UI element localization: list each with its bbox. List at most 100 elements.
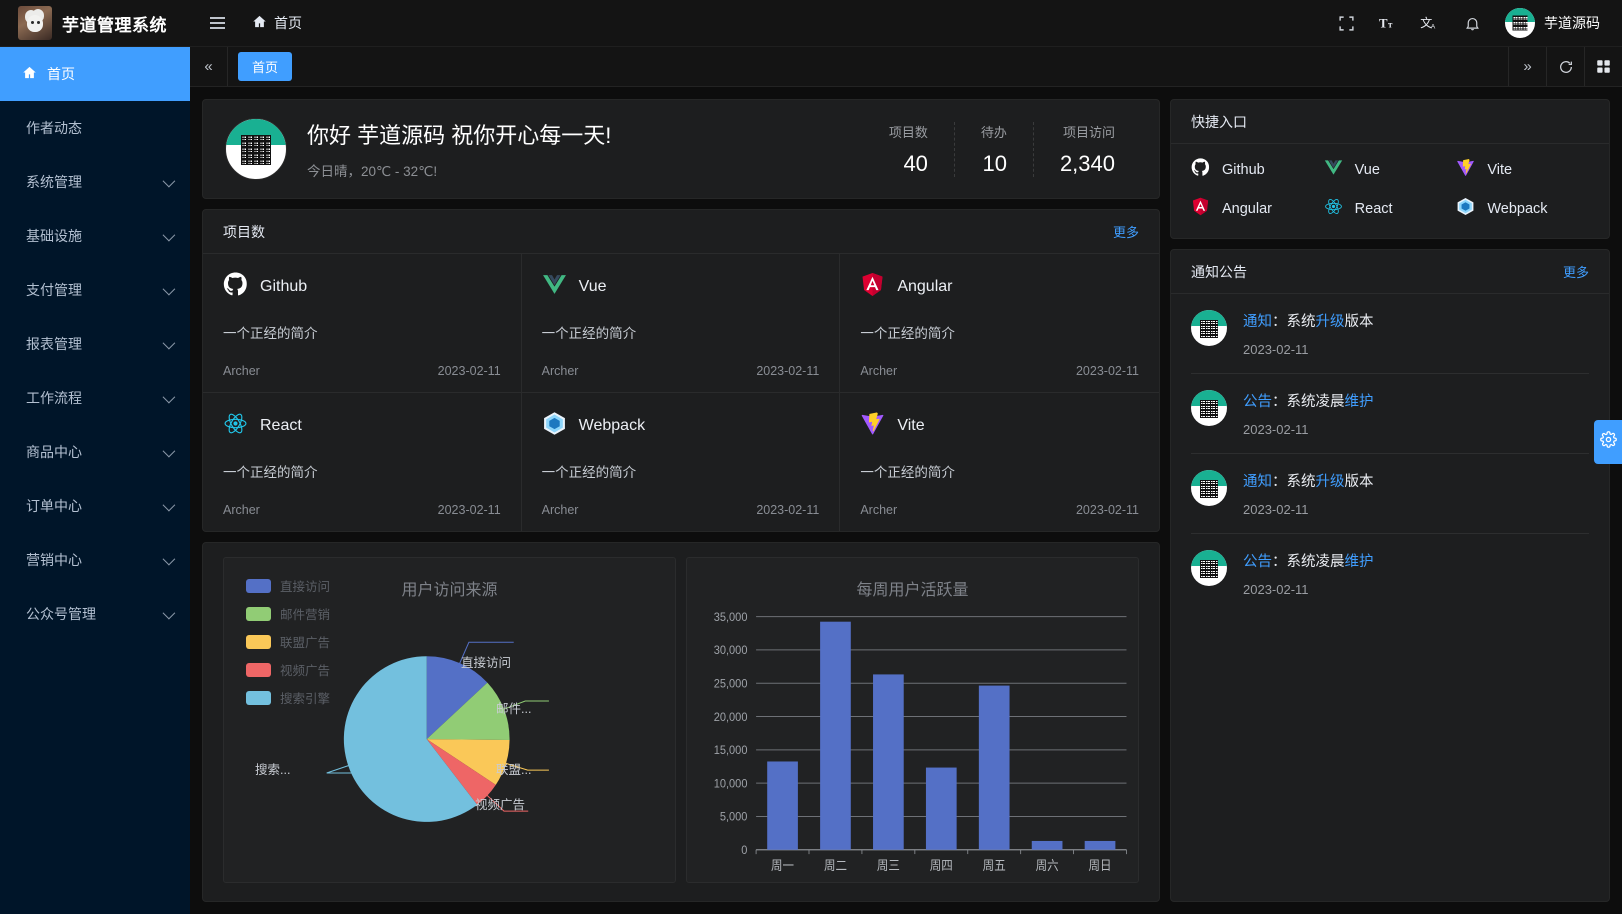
project-head: Angular [860,272,1139,302]
sidebar-item-workflow[interactable]: 工作流程 [0,371,190,425]
vue-icon [542,272,567,302]
sidebar-item-pay[interactable]: 支付管理 [0,263,190,317]
quick-entry-webpack[interactable]: Webpack [1456,197,1589,220]
right-column: 快捷入口 Github [1170,99,1610,902]
project-card-angular[interactable]: Angular 一个正经的简介 Archer 2023-02-11 [840,254,1159,393]
chevron-down-icon [162,552,176,565]
pie-slice[interactable] [426,739,496,805]
svg-text:A: A [1431,23,1436,30]
github-icon [223,272,248,302]
notices-title: 通知公告 [1191,263,1247,280]
bar[interactable] [767,761,798,850]
pie-slice[interactable] [426,656,488,740]
quick-entry-angular[interactable]: Angular [1191,197,1324,220]
project-footer: Archer 2023-02-11 [223,503,501,517]
y-axis-tick: 0 [741,844,748,858]
user-menu[interactable]: 芋道源码 [1493,0,1608,47]
legend-item[interactable]: 视频广告 [246,660,330,679]
chevron-down-icon [162,174,176,187]
project-name: Github [260,278,308,295]
project-head: Webpack [542,411,820,441]
quick-entry-vue[interactable]: Vue [1324,158,1457,181]
projects-more-link[interactable]: 更多 [1112,225,1139,240]
project-card-vite[interactable]: Vite 一个正经的简介 Archer 2023-02-11 [840,393,1159,531]
pie-slice[interactable] [426,682,510,740]
bar[interactable] [978,685,1010,850]
chevrons-right-icon[interactable]: » [1508,47,1546,86]
notice-title: 通知：系统升级版本 [1243,310,1589,331]
bar[interactable] [925,767,957,850]
welcome-stats: 项目数 40 待办 10 项目访问 2,340 [863,121,1137,177]
quick-entry-react[interactable]: React [1324,197,1457,220]
content-column: « 首页 » [190,47,1622,914]
hamburger-icon[interactable] [204,10,230,36]
sidebar-item-label: 工作流程 [26,390,82,406]
breadcrumb[interactable]: 首页 [252,13,302,33]
bar[interactable] [873,674,904,850]
bar[interactable] [1031,840,1063,850]
sidebar-item-mp[interactable]: 公众号管理 [0,587,190,641]
quick-entry-vite[interactable]: Vite [1456,158,1589,181]
bar-chart[interactable]: 每周用户活跃量 0 5,000 10,000 15,000 20,000 25,000 30… [686,557,1139,883]
notice-highlight: 升级 [1315,474,1345,490]
project-author: Archer [860,364,898,378]
project-name: Vite [897,417,925,434]
fullscreen-icon[interactable] [1325,0,1367,47]
font-size-icon[interactable]: T т [1367,0,1409,47]
quick-entry-label: Webpack [1487,200,1548,217]
notice-avatar [1191,550,1227,586]
top-header: 芋道管理系统 首页 T т 文 A [0,0,1622,47]
notice-item[interactable]: 通知：系统升级版本 2023-02-11 [1191,454,1589,534]
project-card-github[interactable]: Github 一个正经的简介 Archer 2023-02-11 [203,254,522,393]
x-axis-tick: 周五 [983,859,1006,874]
grid-icon[interactable] [1584,47,1622,86]
pie-slice[interactable] [343,656,478,822]
project-card-vue[interactable]: Vue 一个正经的简介 Archer 2023-02-11 [521,254,841,393]
settings-drawer-button[interactable] [1594,420,1622,464]
pie-slice[interactable] [426,739,510,785]
notices-more-link[interactable]: 更多 [1562,265,1589,280]
legend-item[interactable]: 搜索引擎 [246,688,330,707]
angular-icon [860,272,885,302]
bar[interactable] [820,621,851,850]
sidebar-item-order[interactable]: 订单中心 [0,479,190,533]
legend-item[interactable]: 直接访问 [246,576,330,595]
bell-icon[interactable] [1451,0,1493,47]
sidebar-item-home[interactable]: 首页 [0,47,190,101]
bar[interactable] [1084,840,1116,850]
notice-item[interactable]: 公告：系统凌晨维护 2023-02-11 [1191,374,1589,454]
stat-value: 40 [903,150,928,176]
project-head: Vue [542,272,820,302]
react-icon [223,411,248,441]
tab-home[interactable]: 首页 [238,52,293,81]
notice-item[interactable]: 通知：系统升级版本 2023-02-11 [1191,294,1589,374]
sidebar-item-marketing[interactable]: 营销中心 [0,533,190,587]
quick-entry-github[interactable]: Github [1191,158,1324,181]
sidebar-item-author-news[interactable]: 作者动态 [0,101,190,155]
sidebar-item-system[interactable]: 系统管理 [0,155,190,209]
refresh-icon[interactable] [1546,47,1584,86]
project-card-react[interactable]: React 一个正经的简介 Archer 2023-02-11 [203,393,522,531]
webpack-icon [542,411,567,441]
sidebar-item-infra[interactable]: 基础设施 [0,209,190,263]
brand[interactable]: 芋道管理系统 [0,6,190,40]
legend-item[interactable]: 邮件营销 [246,604,330,623]
notice-item[interactable]: 公告：系统凌晨维护 2023-02-11 [1191,534,1589,613]
pie-leader-line [458,641,514,666]
project-footer: Archer 2023-02-11 [542,364,820,378]
translate-icon[interactable]: 文 A [1409,0,1451,47]
notice-highlight: 维护 [1344,554,1374,570]
pie-chart[interactable]: 用户访问来源 直接访问 邮件营销 [223,557,676,883]
pie-label-video: 视频广告 [475,798,526,812]
bar-chart-title: 每周用户活跃量 [856,582,969,599]
sidebar-item-label: 报表管理 [26,336,82,352]
chevron-down-icon [162,228,176,241]
chevron-down-icon [162,282,176,295]
chevrons-left-icon[interactable]: « [190,47,228,86]
sidebar-item-report[interactable]: 报表管理 [0,317,190,371]
legend-item[interactable]: 联盟广告 [246,632,330,651]
notice-tail: 版本 [1344,474,1374,490]
avatar [1505,8,1535,38]
sidebar-item-product[interactable]: 商品中心 [0,425,190,479]
project-card-webpack[interactable]: Webpack 一个正经的简介 Archer 2023-02-11 [522,393,841,531]
